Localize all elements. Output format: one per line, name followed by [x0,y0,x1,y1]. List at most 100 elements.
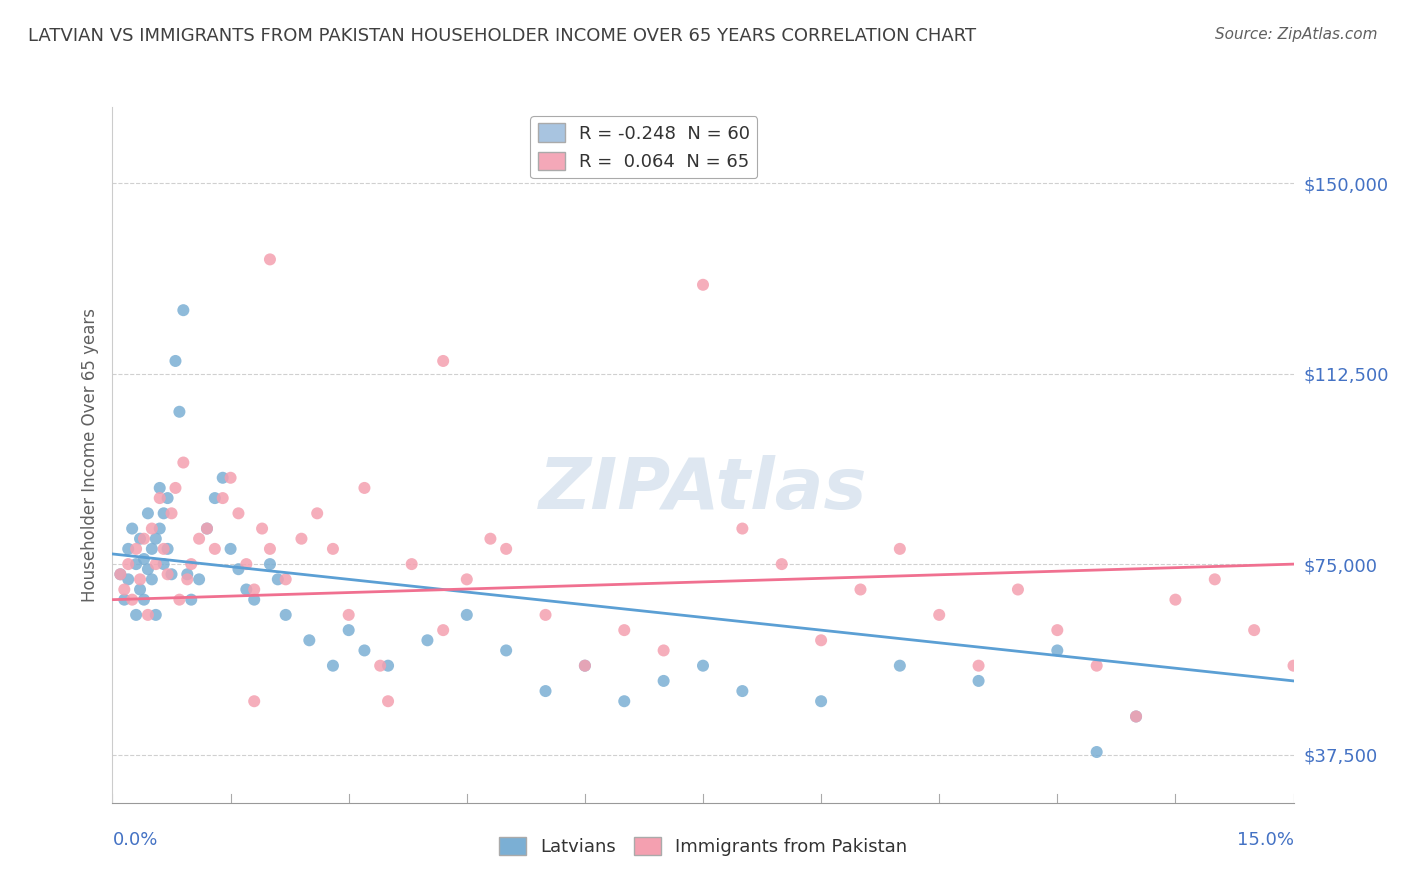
Point [337,607,360,622]
Point [377,694,399,708]
Legend: Latvians, Immigrants from Pakistan: Latvians, Immigrants from Pakistan [491,830,915,863]
Point [692,277,714,292]
Point [235,557,257,571]
Point [322,658,344,673]
Point [129,532,152,546]
Point [125,541,148,556]
Point [337,623,360,637]
Point [1046,623,1069,637]
Point [169,405,191,419]
Point [377,658,399,673]
Point [188,572,211,586]
Point [110,567,132,582]
Point [1046,643,1069,657]
Point [112,582,135,597]
Point [129,572,152,586]
Point [1085,658,1108,673]
Point [160,506,183,520]
Text: 0.0%: 0.0% [112,830,157,848]
Point [156,491,179,505]
Point [228,562,250,576]
Point [307,506,329,520]
Point [152,506,174,520]
Point [243,582,266,597]
Point [243,592,266,607]
Point [172,456,194,470]
Point [136,562,159,576]
Point [613,623,636,637]
Point [731,684,754,698]
Point [259,541,281,556]
Point [235,582,257,597]
Point [298,633,321,648]
Point [534,684,557,698]
Point [770,557,793,571]
Point [274,572,297,586]
Point [1125,709,1147,723]
Point [121,522,143,536]
Point [731,522,754,536]
Point [967,673,990,688]
Point [117,572,139,586]
Point [129,582,152,597]
Point [152,557,174,571]
Point [849,582,872,597]
Point [1125,709,1147,723]
Point [495,541,517,556]
Point [1282,658,1305,673]
Point [195,522,218,536]
Point [172,303,194,318]
Point [290,532,312,546]
Point [149,491,172,505]
Point [152,541,174,556]
Point [110,567,132,582]
Point [368,658,391,673]
Point [204,541,226,556]
Point [136,607,159,622]
Point [534,607,557,622]
Point [613,694,636,708]
Point [121,592,143,607]
Point [180,592,202,607]
Point [211,471,233,485]
Point [574,658,596,673]
Point [165,354,187,368]
Point [1204,572,1226,586]
Point [211,491,233,505]
Point [176,572,198,586]
Point [243,694,266,708]
Point [195,522,218,536]
Point [204,491,226,505]
Point [810,633,832,648]
Point [432,354,454,368]
Point [652,643,675,657]
Point [141,522,163,536]
Point [274,607,297,622]
Point [132,592,155,607]
Y-axis label: Householder Income Over 65 years: Householder Income Over 65 years [80,308,98,602]
Point [180,557,202,571]
Point [156,567,179,582]
Point [149,481,172,495]
Point [479,532,502,546]
Point [652,673,675,688]
Point [228,506,250,520]
Point [250,522,273,536]
Point [967,658,990,673]
Point [219,541,242,556]
Point [145,607,167,622]
Point [141,541,163,556]
Point [353,481,375,495]
Point [132,552,155,566]
Text: Source: ZipAtlas.com: Source: ZipAtlas.com [1215,27,1378,42]
Point [456,572,478,586]
Point [169,592,191,607]
Point [456,607,478,622]
Point [889,541,911,556]
Point [188,532,211,546]
Point [145,532,167,546]
Point [165,481,187,495]
Point [117,541,139,556]
Point [132,532,155,546]
Point [574,658,596,673]
